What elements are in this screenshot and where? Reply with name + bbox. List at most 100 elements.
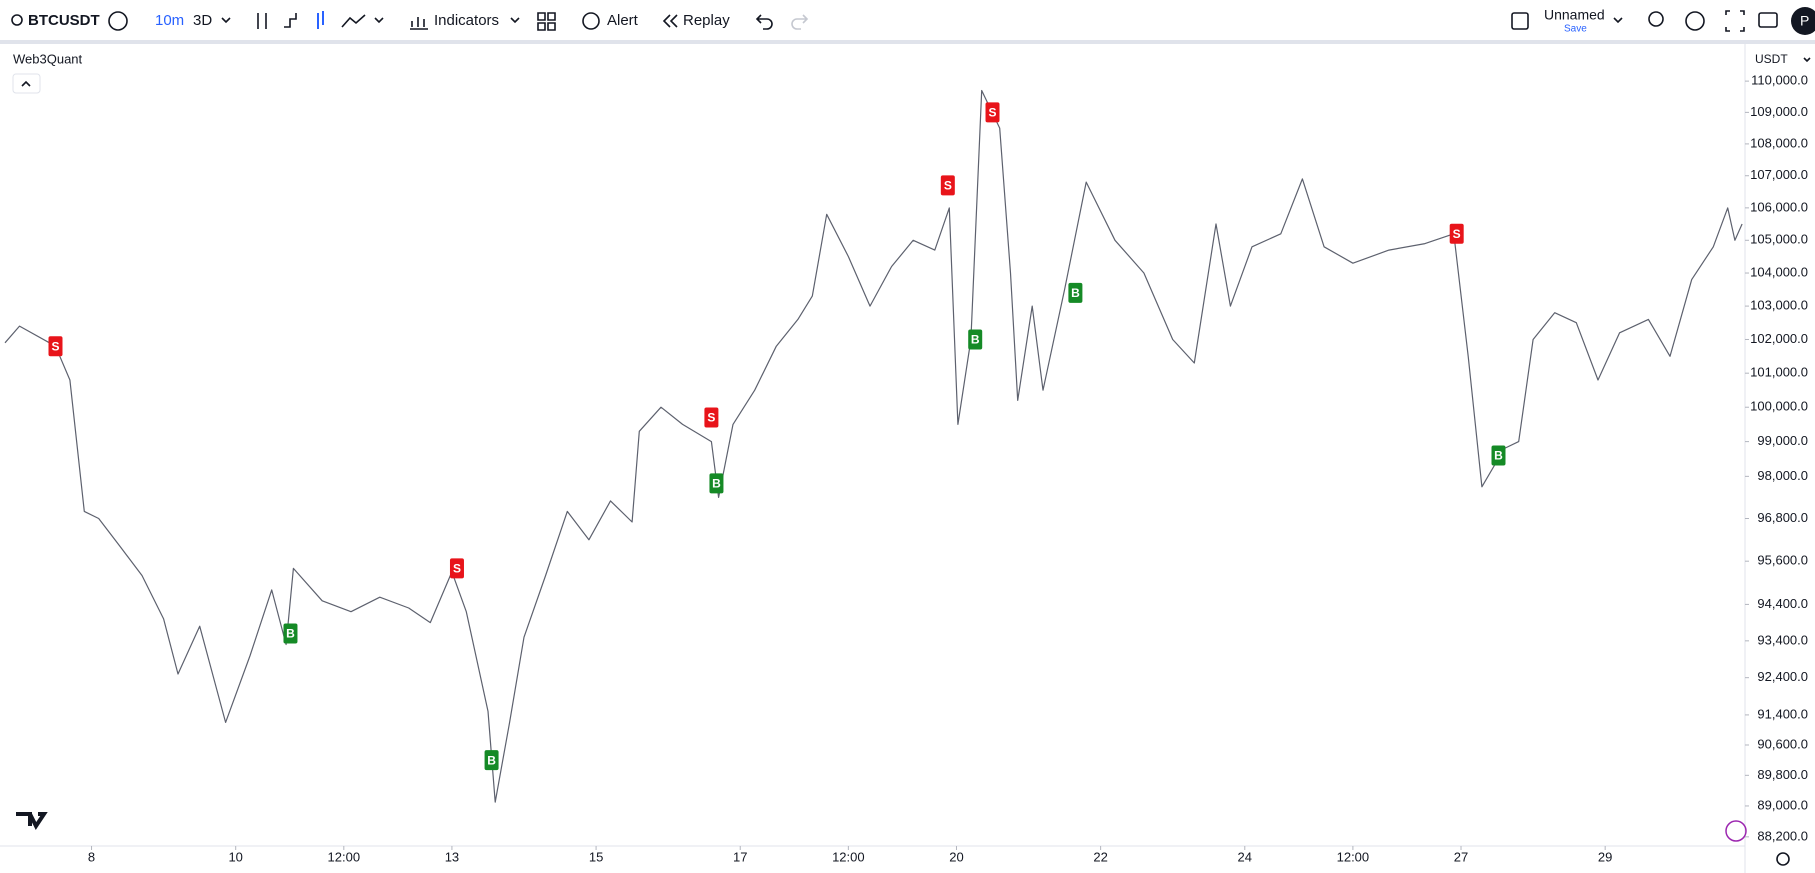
y-tick-label: 100,000.0	[1750, 399, 1808, 414]
checkbox[interactable]	[1511, 12, 1529, 30]
layout-name[interactable]: Unnamed	[1544, 7, 1605, 23]
logo[interactable]	[16, 812, 48, 830]
signal-marker	[48, 336, 63, 357]
currency[interactable]: USDT	[1755, 52, 1788, 66]
layouts-icon[interactable]	[537, 12, 556, 31]
y-tick-label: 108,000.0	[1750, 135, 1808, 150]
save[interactable]: Save	[1564, 24, 1587, 35]
x-tick-label: 12:00	[832, 849, 865, 864]
y-tick-label: 103,000.0	[1750, 298, 1808, 313]
replay-icon[interactable]	[662, 14, 678, 28]
redo[interactable]	[791, 14, 809, 30]
signal-marker	[709, 473, 724, 494]
signal-label: S	[51, 339, 59, 353]
y-tick-label: 109,000.0	[1750, 104, 1808, 119]
x-tick-label: 10	[228, 849, 242, 864]
signal-label: B	[712, 477, 721, 491]
signal-label: B	[487, 753, 496, 767]
x-tick-label: 8	[88, 849, 95, 864]
signal-label: B	[1494, 449, 1503, 463]
x-tick-label: 12:00	[328, 849, 361, 864]
y-tick-label: 91,400.0	[1757, 706, 1808, 721]
y-tick-label: 94,400.0	[1757, 596, 1808, 611]
avatar[interactable]: P	[1800, 13, 1809, 29]
symbol[interactable]: BTCUSDT	[28, 12, 100, 29]
signal-marker	[1491, 445, 1506, 466]
y-tick-label: 101,000.0	[1750, 365, 1808, 380]
snapshot[interactable]	[1758, 12, 1778, 28]
y-tick-label: 98,000.0	[1757, 468, 1808, 483]
signal-label: B	[1071, 286, 1080, 300]
y-tick-label: 106,000.0	[1750, 199, 1808, 214]
alert[interactable]: Alert	[607, 12, 639, 29]
alert-icon[interactable]	[582, 12, 600, 30]
signal-label: S	[944, 179, 952, 193]
interval[interactable]: 10m	[155, 12, 184, 29]
y-tick-label: 105,000.0	[1750, 232, 1808, 247]
signal-marker	[940, 175, 955, 196]
range[interactable]: 3D	[193, 12, 212, 29]
y-tick-label: 102,000.0	[1750, 331, 1808, 346]
add-symbol[interactable]	[108, 11, 128, 31]
axis-settings[interactable]	[1776, 852, 1790, 866]
signal-label: S	[989, 106, 997, 120]
dropdown[interactable]	[221, 17, 231, 24]
y-tick-label: 88,200.0	[1757, 828, 1808, 843]
replay[interactable]: Replay	[683, 12, 730, 29]
y-tick-label: 99,000.0	[1757, 433, 1808, 448]
quick-search[interactable]	[1648, 11, 1664, 27]
signal-marker	[283, 623, 298, 644]
x-tick-label: 12:00	[1337, 849, 1370, 864]
x-tick-label: 29	[1598, 849, 1612, 864]
signal-label: S	[453, 562, 461, 576]
x-tick-label: 27	[1454, 849, 1468, 864]
indicators-icon[interactable]	[410, 17, 428, 30]
x-tick-label: 15	[589, 849, 603, 864]
signal-marker	[449, 558, 464, 579]
undo[interactable]	[755, 14, 773, 30]
collapse-icon	[21, 80, 31, 87]
signal-label: S	[1453, 227, 1461, 241]
dropdown[interactable]	[510, 17, 520, 24]
chart-style-icons[interactable]	[257, 13, 297, 29]
lightning-icon[interactable]	[1725, 820, 1747, 842]
x-tick-label: 17	[733, 849, 747, 864]
signal-marker	[985, 102, 1000, 123]
x-tick-label: 20	[949, 849, 963, 864]
signal-label: S	[707, 411, 715, 425]
x-tick-label: 22	[1093, 849, 1107, 864]
toolbar	[0, 0, 1815, 42]
y-tick-label: 96,800.0	[1757, 510, 1808, 525]
signal-label: B	[971, 333, 980, 347]
fullscreen[interactable]	[1725, 10, 1745, 32]
settings[interactable]	[1685, 11, 1705, 31]
indicators[interactable]: Indicators	[434, 12, 499, 29]
y-tick-label: 110,000.0	[1751, 73, 1808, 88]
dropdown[interactable]	[1803, 57, 1811, 63]
search-icon[interactable]	[11, 14, 23, 26]
signal-label: B	[286, 627, 295, 641]
y-tick-label: 95,600.0	[1757, 553, 1808, 568]
signal-marker	[1068, 282, 1083, 303]
indicator-title: Web3Quant	[13, 51, 83, 66]
signal-marker	[484, 750, 499, 771]
y-tick-label: 92,400.0	[1757, 669, 1808, 684]
signal-marker	[704, 407, 719, 428]
y-tick-label: 104,000.0	[1750, 264, 1808, 279]
dropdown[interactable]	[1613, 17, 1623, 24]
x-tick-label: 13	[445, 849, 459, 864]
y-tick-label: 89,800.0	[1757, 767, 1808, 782]
signal-marker	[968, 329, 983, 350]
signal-marker	[1449, 223, 1464, 244]
price-line	[4, 89, 1743, 803]
x-tick-label: 24	[1238, 849, 1252, 864]
bar-icon[interactable]	[317, 11, 324, 29]
y-tick-label: 93,400.0	[1757, 632, 1808, 647]
line-tool[interactable]	[341, 14, 384, 28]
y-tick-label: 89,000.0	[1757, 797, 1808, 812]
y-tick-label: 90,600.0	[1757, 736, 1808, 751]
avatar-bg[interactable]	[1791, 7, 1815, 35]
y-tick-label: 107,000.0	[1750, 167, 1808, 182]
